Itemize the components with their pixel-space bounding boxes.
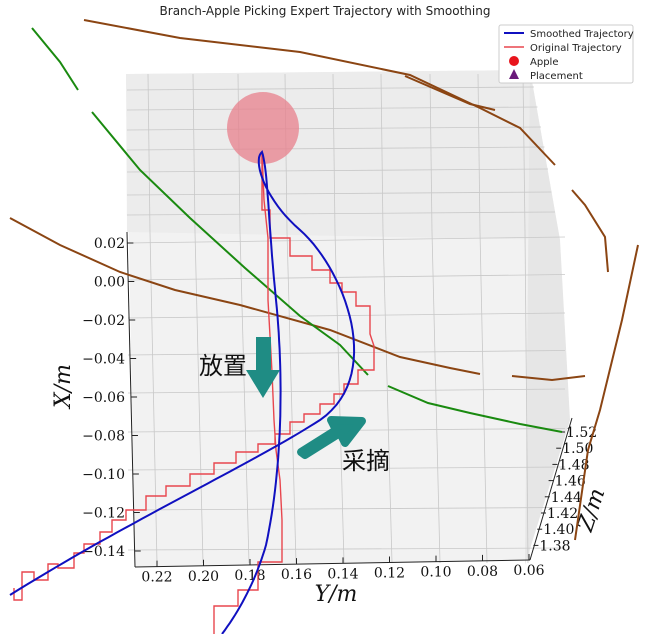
- grid-line-back-horizontal: [127, 236, 566, 244]
- y-tick-label: −0.08: [82, 429, 125, 445]
- z-tick-label: 1.52: [566, 425, 597, 441]
- y-tick-label: −0.14: [82, 544, 125, 560]
- grid-line-top-depth: [380, 73, 384, 233]
- grid-line-top-depth: [192, 73, 196, 233]
- grid-line-top-depth: [332, 73, 336, 233]
- grid-line-top-horizontal: [126, 211, 556, 216]
- legend-placement-label: Placement: [530, 71, 583, 82]
- place-arrow: [246, 337, 280, 398]
- branch-brown-right: [571, 189, 609, 273]
- z-tick-label: 1.42: [547, 506, 578, 522]
- z-tick-label: 1.40: [543, 522, 574, 538]
- branch-green-lower: [387, 385, 563, 433]
- right-pane: [525, 70, 570, 565]
- chart-title: Branch-Apple Picking Expert Trajectory w…: [160, 4, 491, 18]
- pick-annotation: 采摘: [297, 416, 390, 475]
- z-ticks: 1.521.501.481.461.441.421.401.38: [533, 425, 597, 554]
- original-trajectory: [13, 151, 375, 634]
- grid-line-top-horizontal: [126, 168, 549, 173]
- z-tick-label: 1.38: [539, 538, 570, 554]
- y-axis-line: [126, 231, 136, 568]
- branch-brown-upper-right: [404, 75, 496, 111]
- grid-line-top-horizontal: [126, 191, 552, 196]
- legend-original-label: Original Trajectory: [530, 43, 622, 54]
- y-tick-label: −0.02: [82, 313, 125, 329]
- branch-brown-middle-tail: [511, 375, 586, 382]
- branch-green-long: [91, 111, 369, 376]
- grid-line-back-vertical: [286, 231, 297, 564]
- z-tick-label: 1.50: [562, 441, 593, 457]
- grid-line-top-depth: [477, 73, 481, 233]
- grid-line-back-vertical: [334, 231, 345, 564]
- grid-line-back-horizontal: [127, 274, 566, 281]
- z-tick-label: 1.46: [555, 474, 586, 490]
- x-tick-label: 0.12: [374, 565, 405, 581]
- grid-line-top-depth: [147, 73, 151, 233]
- branches: [9, 19, 639, 541]
- grid-line-top-horizontal: [126, 146, 545, 151]
- y-axis-label: X/m: [51, 364, 76, 410]
- y-tick-label: −0.06: [82, 390, 125, 406]
- x-tick-label: 0.06: [513, 563, 544, 579]
- x-tick-label: 0.08: [467, 564, 498, 580]
- x-tick-label: 0.18: [234, 568, 265, 584]
- legend-apple-label: Apple: [530, 57, 558, 68]
- branch-brown-top: [83, 19, 556, 166]
- grid-line-back-vertical: [149, 231, 158, 564]
- grid-lines: [126, 73, 566, 564]
- branch-green-upper: [31, 27, 79, 91]
- z-axis-line: [529, 417, 573, 561]
- grid-line-back-horizontal: [127, 312, 566, 319]
- legend: Smoothed Trajectory Original Trajectory …: [498, 24, 634, 84]
- pick-label: 采摘: [342, 447, 390, 475]
- z-tick-label: 1.44: [551, 490, 582, 506]
- apple-marker: [227, 92, 299, 164]
- legend-box: [498, 24, 634, 84]
- x-axis-label: Y/m: [315, 582, 358, 607]
- legend-placement-swatch: [509, 69, 519, 79]
- smoothed-trajectory: [9, 150, 356, 634]
- grid-line-top-horizontal: [126, 86, 535, 91]
- x-axis-line: [134, 559, 531, 568]
- branch-brown-far-right: [574, 244, 639, 541]
- branch-brown-middle: [9, 217, 481, 375]
- y-ticks: 0.02 0.00 −0.02 −0.04 −0.06 −0.08 −0.10 −0.12 −0…: [82, 236, 141, 560]
- grid-line-back-vertical: [194, 231, 204, 564]
- y-tick-label: −0.04: [82, 352, 125, 368]
- grid-line-top-depth: [522, 73, 526, 233]
- grid-line-back-horizontal: [127, 388, 566, 394]
- grid-line-top-horizontal: [126, 126, 542, 131]
- place-annotation: 放置: [199, 337, 280, 398]
- grid-line-top-horizontal: [126, 106, 538, 111]
- place-label: 放置: [199, 352, 247, 380]
- x-tick-label: 0.10: [420, 565, 451, 581]
- y-tick-label: 0.02: [94, 236, 125, 252]
- x-tick-label: 0.16: [281, 567, 312, 583]
- grid-line-back-horizontal: [127, 547, 566, 551]
- y-tick-label: 0.00: [94, 275, 125, 291]
- grid-line-back-vertical: [382, 231, 393, 564]
- grid-line-top-depth: [429, 73, 433, 233]
- legend-smoothed-label: Smoothed Trajectory: [530, 29, 634, 40]
- grid-line-back-vertical: [239, 231, 250, 564]
- x-tick-label: 0.14: [327, 566, 358, 582]
- pick-arrow: [297, 416, 366, 459]
- grid-line-back-horizontal: [127, 466, 566, 471]
- x-tick-label: 0.20: [188, 569, 219, 585]
- x-tick-label: 0.22: [141, 570, 172, 586]
- y-tick-label: −0.12: [82, 506, 125, 522]
- legend-apple-swatch: [509, 56, 519, 66]
- y-tick-label: −0.10: [82, 467, 125, 483]
- grid-line-back-horizontal: [127, 507, 566, 511]
- z-tick-label: 1.48: [558, 457, 589, 473]
